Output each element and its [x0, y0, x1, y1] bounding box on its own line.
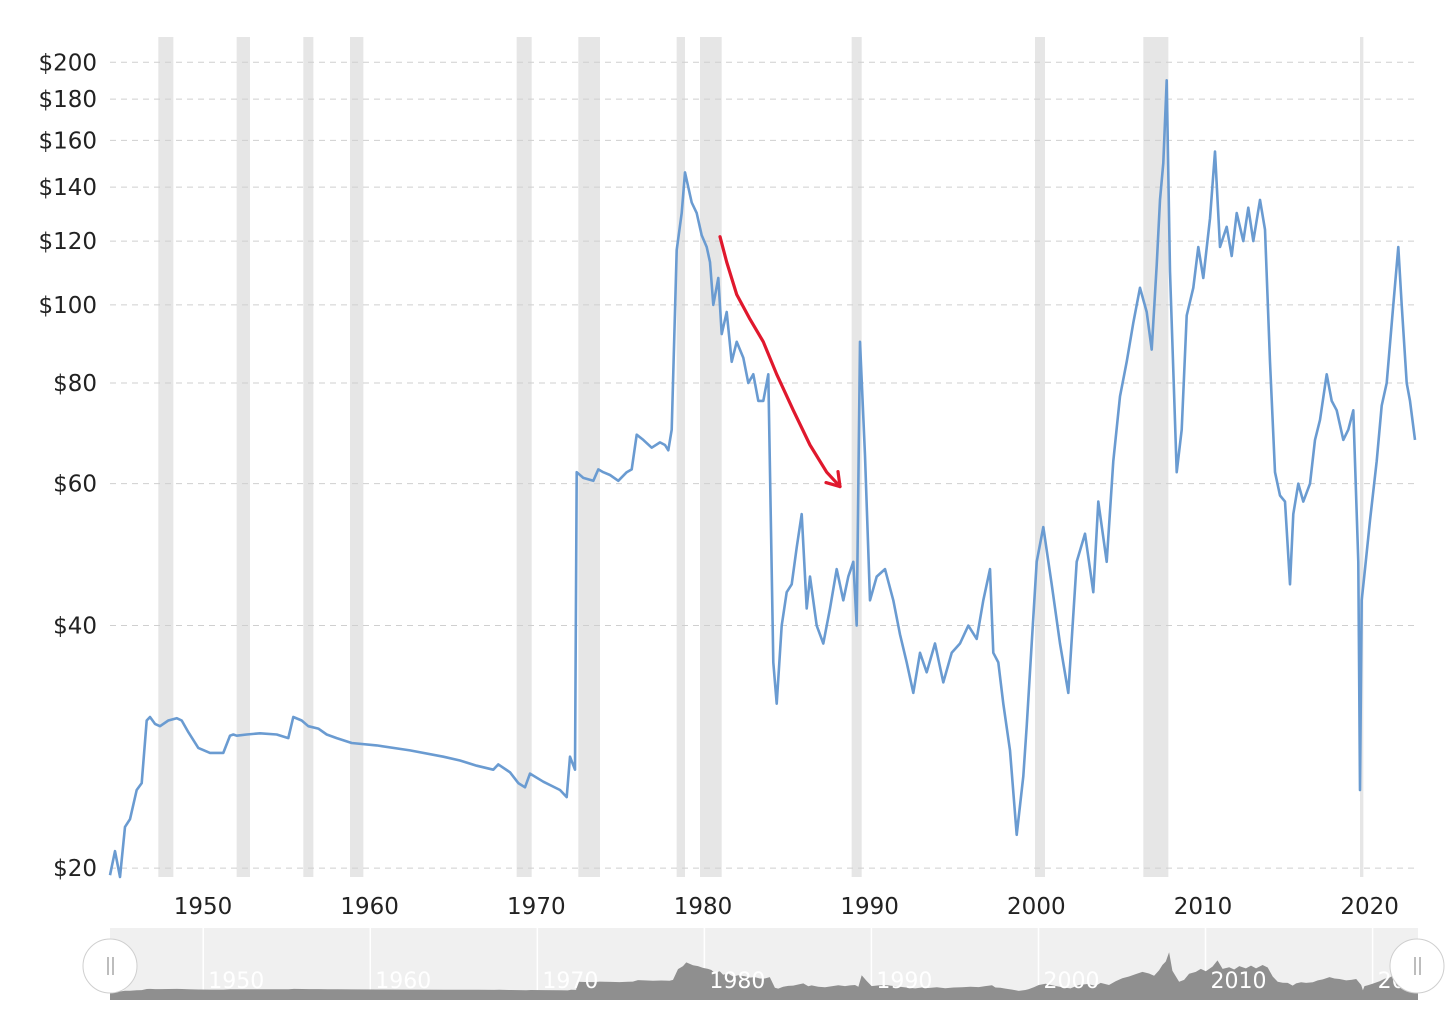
recession-band: [516, 37, 532, 877]
y-gridlines: [110, 61, 1415, 869]
x-tick-label: 1990: [840, 894, 899, 920]
recession-band: [1035, 37, 1045, 877]
annotation-layer: [718, 235, 842, 489]
x-tick-label: 1960: [340, 894, 399, 920]
navigator-x-label: 2000: [1043, 969, 1099, 994]
x-tick-label: 2020: [1340, 894, 1399, 920]
y-tick-label: $200: [38, 50, 97, 76]
y-tick-label: $100: [38, 293, 97, 319]
navigator-x-label: 1950: [208, 969, 264, 994]
x-tick-label: 1970: [507, 894, 566, 920]
x-axis-labels: 1950 1960 1970 1980 1990 2000 2010 2020: [174, 894, 1399, 920]
x-tick-label: 2000: [1007, 894, 1066, 920]
y-tick-label: $40: [53, 614, 97, 640]
price-series-line: [108, 79, 1417, 879]
recession-band: [158, 37, 174, 877]
y-axis-labels: $20 $40 $60 $80 $100 $120 $140 $160 $180 $200: [38, 50, 97, 882]
annotation-arrow-head: [824, 469, 842, 489]
navigator-x-label: 2010: [1211, 969, 1267, 994]
recession-bands: [158, 37, 1364, 877]
navigator-x-label: 1970: [542, 969, 598, 994]
grip-lines-icon: [107, 957, 114, 975]
y-tick-label: $180: [38, 87, 97, 113]
recession-band: [851, 37, 862, 877]
right-handle-knob[interactable]: [1389, 938, 1445, 994]
recession-band: [700, 37, 722, 877]
y-tick-label: $140: [38, 175, 97, 201]
left-handle-knob[interactable]: [82, 938, 138, 994]
x-tick-label: 2010: [1174, 894, 1233, 920]
recession-band: [350, 37, 364, 877]
navigator-x-label: 1960: [375, 969, 431, 994]
recession-band: [1143, 37, 1169, 877]
y-tick-label: $120: [38, 229, 97, 255]
recession-band: [578, 37, 600, 877]
y-tick-label: $20: [53, 856, 97, 882]
annotation-arrow-line: [718, 235, 842, 489]
series-layer: [108, 79, 1417, 879]
navigator-area-series: [110, 952, 1418, 1000]
recession-band: [1360, 37, 1364, 877]
y-tick-label: $160: [38, 128, 97, 154]
x-tick-label: 1950: [174, 894, 233, 920]
recession-band: [676, 37, 685, 877]
navigator-x-label: 1980: [709, 969, 765, 994]
recession-band: [303, 37, 314, 877]
recession-band: [236, 37, 250, 877]
navigator-left-handle[interactable]: [82, 938, 138, 994]
navigator-right-handle[interactable]: [1389, 938, 1445, 994]
y-tick-label: $60: [53, 472, 97, 498]
grip-lines-icon: [1414, 957, 1421, 975]
navigator-x-label: 1990: [876, 969, 932, 994]
y-tick-label: $80: [53, 371, 97, 397]
x-tick-label: 1980: [674, 894, 733, 920]
